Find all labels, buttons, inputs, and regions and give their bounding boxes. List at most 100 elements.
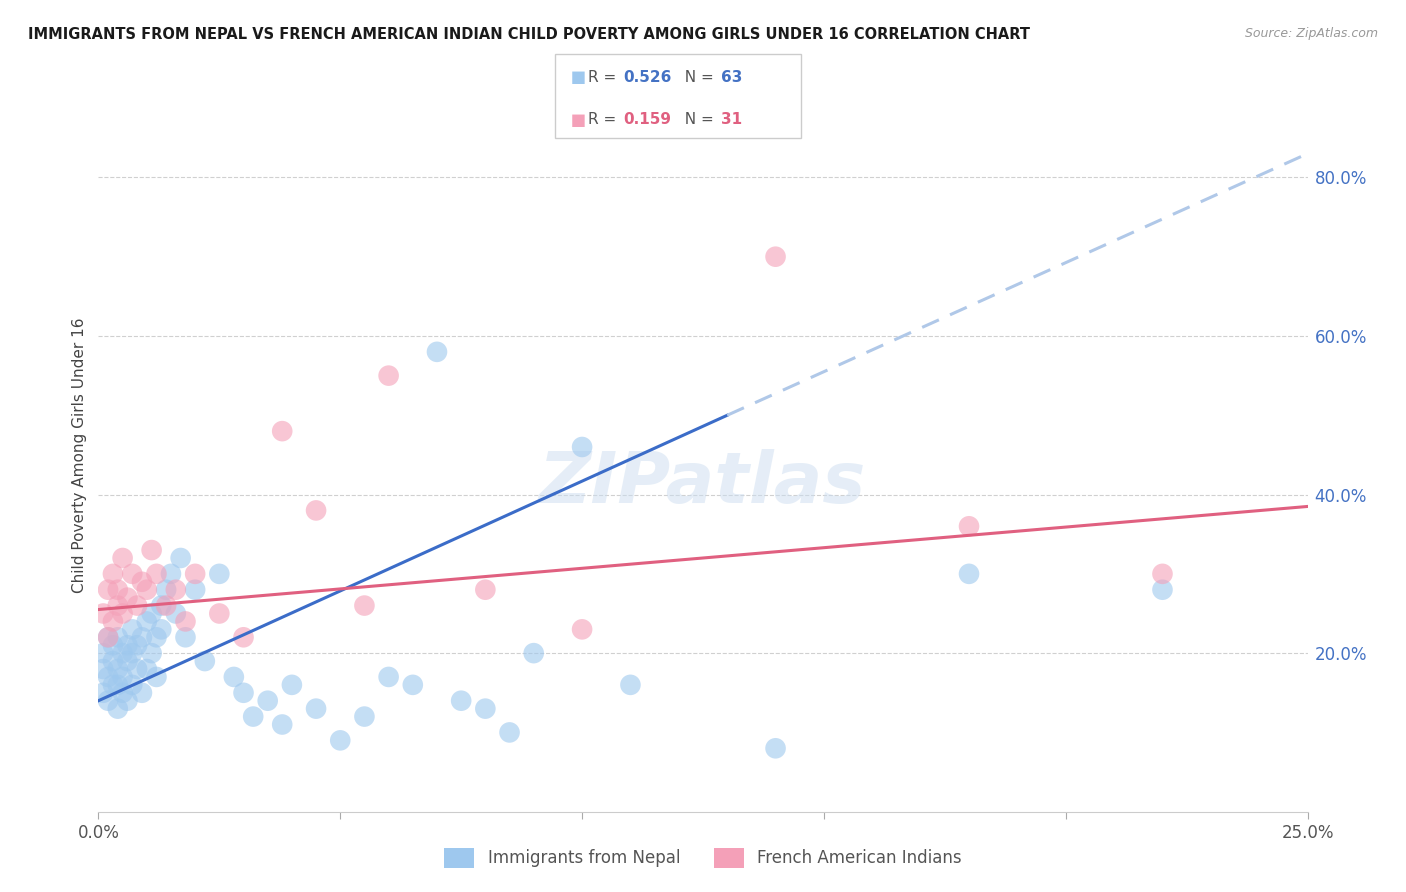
- Point: [377, 368, 399, 383]
- Point: [121, 678, 143, 692]
- Point: [232, 686, 254, 700]
- Point: [131, 574, 153, 589]
- Point: [155, 599, 177, 613]
- Point: [111, 670, 134, 684]
- Point: [127, 638, 149, 652]
- Point: [222, 670, 245, 684]
- Point: [111, 646, 134, 660]
- Point: [91, 662, 114, 676]
- Text: R =: R =: [588, 112, 621, 128]
- Point: [117, 694, 139, 708]
- Point: [91, 607, 114, 621]
- Point: [1152, 582, 1174, 597]
- Point: [117, 654, 139, 668]
- Point: [271, 717, 294, 731]
- Text: ▪: ▪: [569, 65, 586, 89]
- Point: [97, 630, 120, 644]
- Point: [101, 615, 124, 629]
- Point: [107, 662, 129, 676]
- Point: [135, 615, 157, 629]
- Point: [184, 582, 207, 597]
- Text: ZIPatlas: ZIPatlas: [540, 449, 866, 518]
- Point: [474, 582, 496, 597]
- Point: [97, 582, 120, 597]
- Point: [145, 670, 167, 684]
- Point: [619, 678, 641, 692]
- Legend: Immigrants from Nepal, French American Indians: Immigrants from Nepal, French American I…: [437, 841, 969, 875]
- Point: [101, 638, 124, 652]
- Text: Source: ZipAtlas.com: Source: ZipAtlas.com: [1244, 27, 1378, 40]
- Point: [141, 543, 163, 558]
- Point: [174, 615, 197, 629]
- Point: [91, 646, 114, 660]
- Point: [242, 709, 264, 723]
- Point: [256, 694, 278, 708]
- Point: [174, 630, 197, 644]
- Point: [474, 701, 496, 715]
- Point: [165, 582, 187, 597]
- Point: [131, 686, 153, 700]
- Point: [523, 646, 546, 660]
- Point: [121, 623, 143, 637]
- Point: [121, 646, 143, 660]
- Text: 0.526: 0.526: [623, 70, 671, 85]
- Point: [208, 607, 231, 621]
- Point: [194, 654, 217, 668]
- Point: [111, 607, 134, 621]
- Text: ▪: ▪: [569, 108, 586, 132]
- Point: [155, 582, 177, 597]
- Point: [97, 670, 120, 684]
- Point: [402, 678, 425, 692]
- Point: [353, 599, 375, 613]
- Point: [91, 686, 114, 700]
- Point: [131, 630, 153, 644]
- Point: [107, 630, 129, 644]
- Text: 63: 63: [721, 70, 742, 85]
- Point: [571, 623, 593, 637]
- Point: [160, 566, 183, 581]
- Point: [145, 566, 167, 581]
- Point: [426, 344, 449, 359]
- Point: [150, 599, 173, 613]
- Point: [145, 630, 167, 644]
- Point: [184, 566, 207, 581]
- Point: [101, 678, 124, 692]
- Point: [107, 599, 129, 613]
- Point: [101, 654, 124, 668]
- Point: [111, 686, 134, 700]
- Text: N =: N =: [675, 112, 718, 128]
- Point: [1152, 566, 1174, 581]
- Point: [208, 566, 231, 581]
- Text: N =: N =: [675, 70, 718, 85]
- Point: [957, 519, 980, 533]
- Point: [97, 630, 120, 644]
- Point: [117, 591, 139, 605]
- Text: 31: 31: [721, 112, 742, 128]
- Point: [281, 678, 304, 692]
- Point: [135, 662, 157, 676]
- Point: [498, 725, 520, 739]
- Point: [232, 630, 254, 644]
- Point: [571, 440, 593, 454]
- Point: [121, 566, 143, 581]
- Point: [765, 741, 787, 756]
- Point: [127, 662, 149, 676]
- Point: [377, 670, 399, 684]
- Point: [169, 551, 191, 566]
- Point: [305, 701, 328, 715]
- Text: IMMIGRANTS FROM NEPAL VS FRENCH AMERICAN INDIAN CHILD POVERTY AMONG GIRLS UNDER : IMMIGRANTS FROM NEPAL VS FRENCH AMERICAN…: [28, 27, 1031, 42]
- Point: [150, 623, 173, 637]
- Point: [165, 607, 187, 621]
- Text: R =: R =: [588, 70, 621, 85]
- Point: [97, 694, 120, 708]
- Point: [111, 551, 134, 566]
- Point: [765, 250, 787, 264]
- Point: [329, 733, 352, 747]
- Point: [107, 678, 129, 692]
- Point: [107, 701, 129, 715]
- Point: [305, 503, 328, 517]
- Point: [141, 607, 163, 621]
- Point: [101, 566, 124, 581]
- Point: [450, 694, 472, 708]
- Point: [957, 566, 980, 581]
